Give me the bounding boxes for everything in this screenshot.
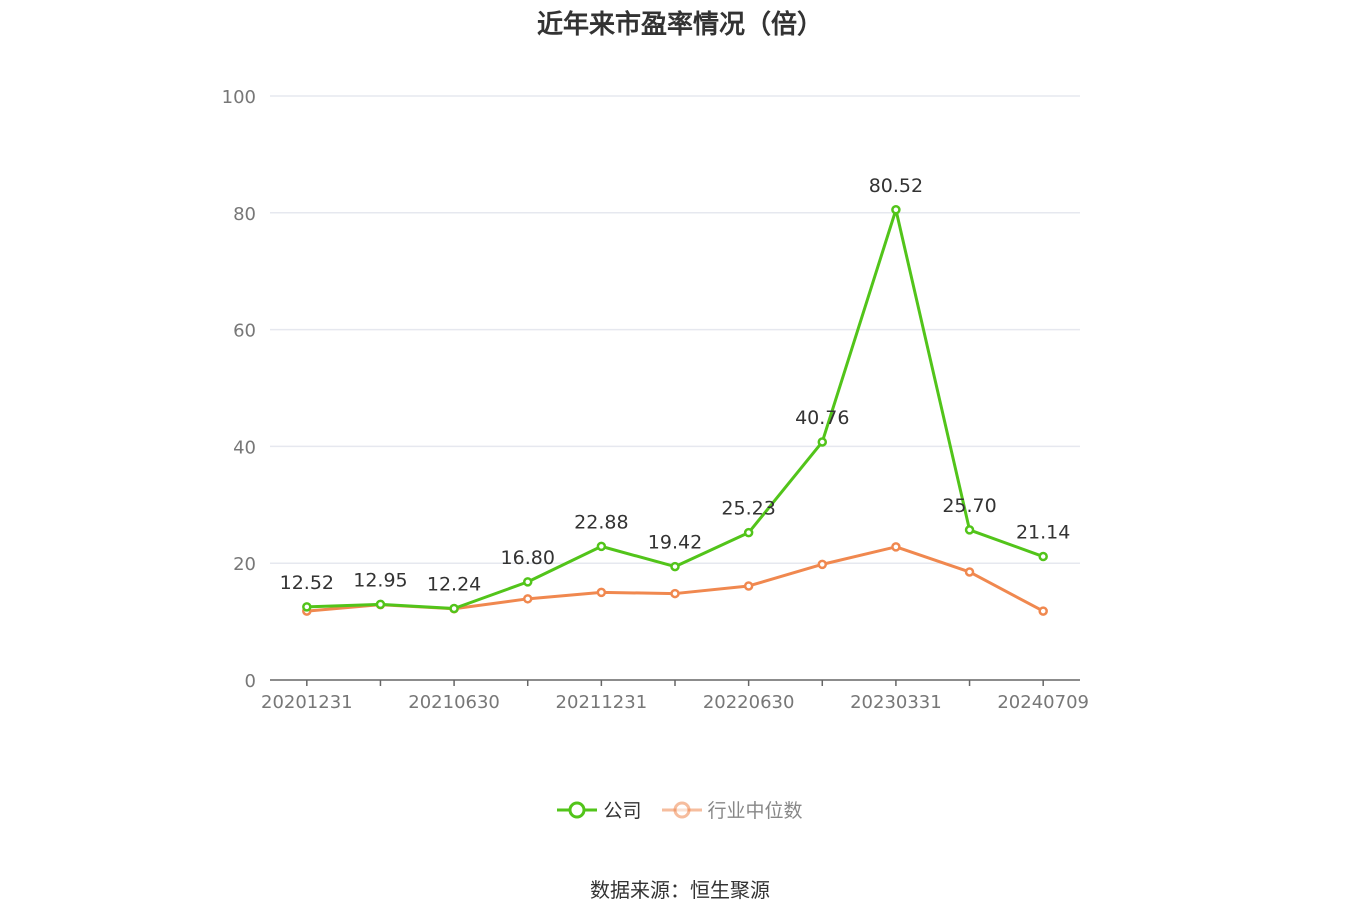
x-tick-label: 20230331 bbox=[850, 692, 942, 713]
data-point-industry[interactable] bbox=[891, 542, 901, 552]
legend-item-industry[interactable]: 行业中位数 bbox=[661, 796, 803, 823]
chart-title: 近年来市盈率情况（倍） bbox=[536, 10, 823, 40]
x-tick-label: 20211231 bbox=[556, 692, 648, 713]
data-point-company[interactable] bbox=[375, 599, 386, 610]
data-point-company[interactable] bbox=[522, 577, 533, 587]
data-point-company[interactable] bbox=[817, 437, 828, 447]
data-label: 25.70 bbox=[942, 495, 996, 517]
axes: 0 20 40 60 80 100 20201231 20210630 20211231 2022… bbox=[222, 87, 1089, 713]
data-point-company[interactable] bbox=[670, 561, 680, 572]
series-layer bbox=[302, 205, 1048, 616]
data-source: 数据来源：恒生聚源 bbox=[590, 878, 770, 902]
legend-label-industry: 行业中位数 bbox=[707, 800, 803, 822]
x-tick-label: 20220630 bbox=[703, 692, 795, 713]
y-tick-label: 40 bbox=[233, 437, 256, 458]
data-label: 25.23 bbox=[721, 498, 775, 520]
data-point-industry[interactable] bbox=[817, 559, 828, 570]
y-tick-label: 0 bbox=[245, 671, 256, 692]
data-label: 12.95 bbox=[353, 569, 407, 591]
grid-lines bbox=[270, 95, 1080, 564]
legend-company-marker bbox=[557, 801, 598, 818]
y-tick-label: 20 bbox=[233, 554, 256, 575]
legend-label-company: 公司 bbox=[603, 800, 642, 822]
data-point-industry[interactable] bbox=[1038, 606, 1048, 616]
data-label: 40.76 bbox=[795, 407, 849, 429]
y-tick-label: 80 bbox=[233, 204, 256, 225]
series-line-industry bbox=[306, 545, 1044, 613]
data-label: 80.52 bbox=[869, 175, 923, 197]
legend: 公司 行业中位数 bbox=[0, 796, 1360, 823]
x-tick-label: 20210630 bbox=[408, 692, 500, 713]
legend-item-company[interactable]: 公司 bbox=[557, 796, 642, 823]
data-label: 12.24 bbox=[427, 574, 481, 596]
data-point-company[interactable] bbox=[964, 525, 975, 535]
x-tick-label: 20201231 bbox=[261, 692, 353, 713]
data-label: 21.14 bbox=[1016, 522, 1070, 544]
data-label: 16.80 bbox=[501, 547, 555, 569]
data-point-company[interactable] bbox=[596, 541, 607, 552]
data-point-industry[interactable] bbox=[964, 567, 975, 577]
data-label: 22.88 bbox=[574, 511, 628, 533]
legend-industry-marker bbox=[661, 801, 702, 818]
data-point-company[interactable] bbox=[743, 527, 754, 538]
data-point-company[interactable] bbox=[891, 205, 901, 215]
y-tick-label: 60 bbox=[233, 321, 256, 342]
data-point-industry[interactable] bbox=[743, 581, 754, 591]
data-point-company[interactable] bbox=[302, 602, 312, 612]
data-label: 19.42 bbox=[648, 532, 702, 554]
data-labels: 12.52 12.95 12.24 16.80 22.88 19.42 25.23 40.76… bbox=[280, 175, 1071, 596]
data-point-industry[interactable] bbox=[670, 588, 680, 599]
data-point-industry[interactable] bbox=[596, 587, 607, 598]
legend-company-circle bbox=[568, 801, 586, 818]
data-point-industry[interactable] bbox=[522, 594, 533, 604]
x-tick-label: 20240709 bbox=[997, 692, 1089, 713]
data-label: 12.52 bbox=[280, 572, 334, 594]
data-point-company[interactable] bbox=[449, 603, 459, 614]
y-tick-label: 100 bbox=[222, 87, 256, 108]
data-point-company[interactable] bbox=[1038, 551, 1048, 562]
legend-industry-circle bbox=[673, 801, 690, 818]
